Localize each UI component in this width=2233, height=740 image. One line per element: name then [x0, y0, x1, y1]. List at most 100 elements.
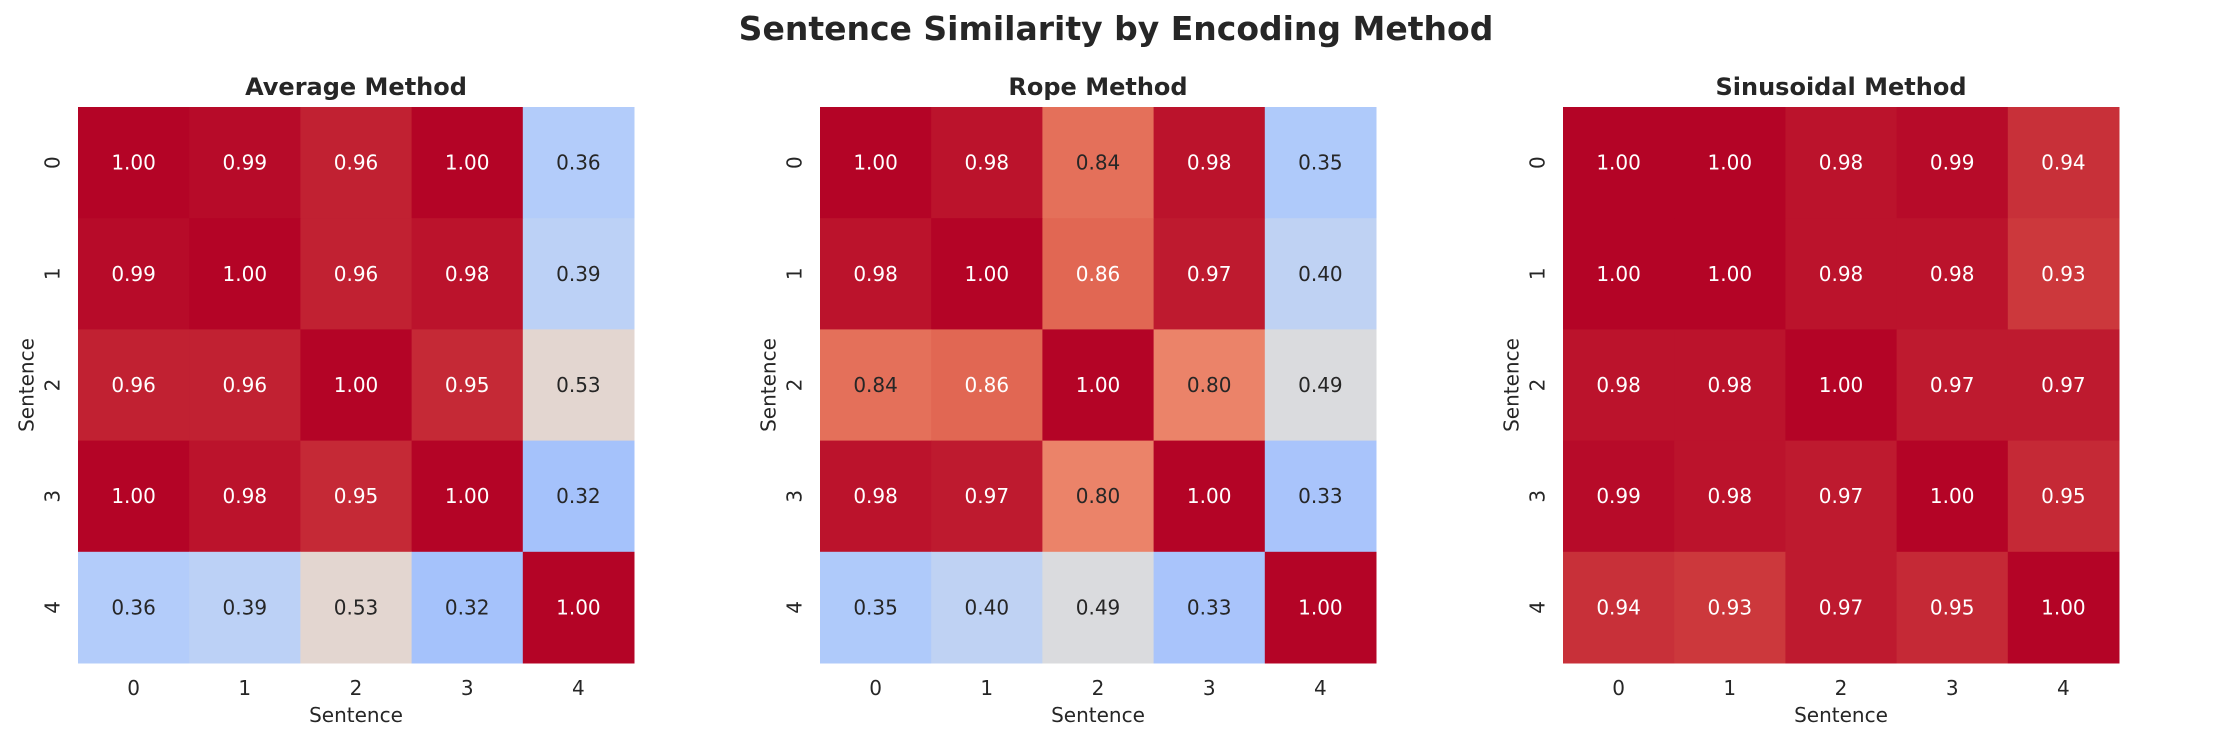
cell-value-label: 0.95 — [2041, 484, 2086, 508]
heatmap-cell — [2007, 551, 2120, 664]
cell-value-label: 0.96 — [334, 262, 379, 286]
heatmap-cell — [300, 551, 413, 664]
cell-value-label: 0.93 — [2041, 262, 2086, 286]
heatmap-cell — [522, 440, 635, 553]
cell-value-label: 0.40 — [965, 595, 1010, 619]
heatmap-cell — [1896, 218, 2009, 330]
panel-title: Average Method — [245, 73, 467, 101]
heatmap-cell — [1264, 329, 1377, 442]
heatmap-cell — [1785, 440, 1898, 553]
cell-value-label: 0.95 — [445, 373, 490, 397]
heatmap-cell — [1785, 107, 1898, 219]
heatmap-cell — [1563, 218, 1675, 330]
cell-value-label: 0.53 — [334, 595, 379, 619]
cell-value-label: 1.00 — [334, 373, 379, 397]
cell-value-label: 1.00 — [1187, 484, 1232, 508]
heatmap-cell — [78, 107, 190, 219]
heatmap-cell — [1042, 329, 1155, 442]
heatmap-cell — [411, 218, 524, 330]
cell-value-label: 0.33 — [1298, 484, 1343, 508]
cell-value-label: 1.00 — [965, 262, 1010, 286]
y-tick-label: 3 — [1526, 490, 1550, 503]
heatmap-panel-0: 1.00 0.99 0.96 1.00 0.36 0.99 1.00 0.96 0.98 0.39… — [15, 73, 635, 727]
y-axis-label: Sentence — [15, 338, 39, 432]
cell-value-label: 1.00 — [1708, 151, 1753, 175]
heatmap-cell — [522, 107, 635, 219]
figure-title: Sentence Similarity by Encoding Method — [739, 9, 1494, 48]
cell-value-label: 0.39 — [556, 262, 601, 286]
y-tick-label: 2 — [1526, 379, 1550, 392]
heatmap-cell — [1896, 440, 2009, 553]
heatmap-cell — [1563, 440, 1675, 553]
heatmap-cell — [1674, 107, 1786, 219]
heatmap-cell — [189, 551, 301, 664]
heatmap-cell — [1153, 551, 1266, 664]
heatmap-cell — [820, 329, 932, 442]
cell-value-label: 0.94 — [2041, 151, 2086, 175]
cell-value-label: 1.00 — [1298, 595, 1343, 619]
heatmap-cell — [1153, 440, 1266, 553]
y-tick-label: 4 — [783, 601, 807, 614]
heatmap-cell — [300, 107, 413, 219]
cell-value-label: 1.00 — [853, 151, 898, 175]
cell-value-label: 0.36 — [111, 595, 156, 619]
y-tick-label: 1 — [1526, 267, 1550, 280]
x-tick-label: 4 — [572, 676, 585, 700]
heatmap-cell — [1674, 551, 1786, 664]
heatmap-cell — [1042, 440, 1155, 553]
heatmap-cell — [1785, 551, 1898, 664]
heatmap-panels: 1.00 0.99 0.96 1.00 0.36 0.99 1.00 0.96 0.98 0.39… — [15, 73, 2120, 727]
y-axis-label: Sentence — [757, 338, 781, 432]
x-tick-label: 3 — [1203, 676, 1216, 700]
cell-value-label: 0.98 — [1930, 262, 1975, 286]
cell-value-label: 0.97 — [1930, 373, 1975, 397]
cell-value-label: 1.00 — [556, 595, 601, 619]
cell-value-label: 1.00 — [111, 484, 156, 508]
cell-value-label: 0.86 — [965, 373, 1010, 397]
cell-value-label: 0.98 — [1819, 151, 1864, 175]
cell-value-label: 0.99 — [1930, 151, 1975, 175]
y-tick-label: 1 — [783, 267, 807, 280]
cell-value-label: 0.93 — [1708, 595, 1753, 619]
heatmap-cell — [1153, 218, 1266, 330]
cell-value-label: 0.53 — [556, 373, 601, 397]
heatmap-cell — [2007, 107, 2120, 219]
heatmap-cell — [1674, 329, 1786, 442]
cell-value-label: 0.39 — [223, 595, 268, 619]
cell-value-label: 0.97 — [1187, 262, 1232, 286]
heatmap-cell — [820, 218, 932, 330]
heatmap-cell — [820, 551, 932, 664]
y-tick-label: 2 — [41, 379, 65, 392]
cell-value-label: 0.84 — [853, 373, 898, 397]
heatmap-cell — [411, 551, 524, 664]
cell-value-label: 0.36 — [556, 151, 601, 175]
heatmap-cell — [1563, 329, 1675, 442]
cell-value-label: 0.95 — [334, 484, 379, 508]
heatmap-cell — [1896, 329, 2009, 442]
heatmap-cell — [300, 329, 413, 442]
heatmap-cell — [78, 440, 190, 553]
heatmap-cell — [522, 551, 635, 664]
cell-value-label: 0.32 — [556, 484, 601, 508]
cell-value-label: 0.97 — [2041, 373, 2086, 397]
heatmap-cell — [931, 551, 1043, 664]
x-tick-label: 2 — [350, 676, 363, 700]
y-tick-label: 2 — [783, 379, 807, 392]
x-tick-label: 4 — [1314, 676, 1327, 700]
cell-value-label: 0.84 — [1076, 151, 1121, 175]
heatmap-cell — [78, 329, 190, 442]
cell-value-label: 0.96 — [111, 373, 156, 397]
heatmap-cell — [189, 440, 301, 553]
cell-value-label: 1.00 — [111, 151, 156, 175]
heatmap-cell — [522, 218, 635, 330]
cell-value-label: 0.99 — [223, 151, 268, 175]
heatmap-cell — [1042, 218, 1155, 330]
y-tick-label: 0 — [41, 156, 65, 169]
cell-value-label: 0.97 — [1819, 595, 1864, 619]
heatmap-cell — [411, 440, 524, 553]
x-tick-label: 1 — [238, 676, 251, 700]
x-tick-label: 4 — [2057, 676, 2070, 700]
heatmap-cell — [522, 329, 635, 442]
heatmap-cell — [300, 440, 413, 553]
